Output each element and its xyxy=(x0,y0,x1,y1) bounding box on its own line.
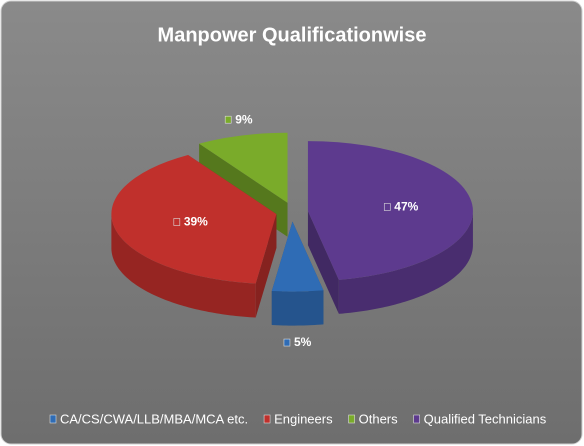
legend-marker xyxy=(413,414,420,424)
legend-label: Qualified Technicians xyxy=(424,411,547,426)
data-label: 47% xyxy=(394,200,418,214)
label-marker xyxy=(283,338,291,347)
legend-marker xyxy=(49,414,57,424)
chart-title: Manpower Qualificationwise xyxy=(158,24,427,46)
legend-marker xyxy=(348,414,355,424)
label-marker xyxy=(224,115,232,124)
legend: CA/CS/CWA/LLB/MBA/MCA etc. Engineers Other… xyxy=(49,411,547,426)
pie-slice xyxy=(271,221,324,292)
legend-label: Others xyxy=(359,411,399,426)
label-marker xyxy=(173,218,181,226)
slice-side xyxy=(111,214,256,318)
legend-marker xyxy=(263,414,271,424)
slice-wall xyxy=(307,211,339,314)
data-label: 9% xyxy=(235,112,253,126)
pie-slice xyxy=(199,132,288,203)
data-label: 5% xyxy=(294,335,312,349)
slice-side xyxy=(338,211,473,314)
pie-slice xyxy=(111,154,277,284)
slice-side xyxy=(271,290,324,326)
data-label: 39% xyxy=(184,215,208,229)
legend-label: Engineers xyxy=(274,411,333,426)
legend-label: CA/CS/CWA/LLB/MBA/MCA etc. xyxy=(60,411,248,426)
pie: 9% 47% 39% 5% xyxy=(111,112,473,349)
label-marker xyxy=(383,203,391,211)
